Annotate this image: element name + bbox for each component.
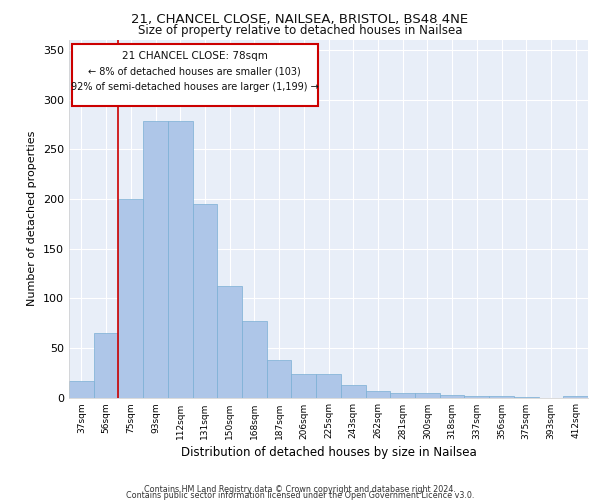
Bar — [415, 392, 440, 398]
Bar — [292, 374, 316, 398]
Bar — [563, 396, 588, 398]
Bar — [464, 396, 489, 398]
Bar — [193, 204, 217, 398]
Text: Contains HM Land Registry data © Crown copyright and database right 2024.: Contains HM Land Registry data © Crown c… — [144, 484, 456, 494]
Bar — [217, 286, 242, 398]
Text: Size of property relative to detached houses in Nailsea: Size of property relative to detached ho… — [138, 24, 462, 37]
Text: ← 8% of detached houses are smaller (103): ← 8% of detached houses are smaller (103… — [88, 67, 301, 77]
Bar — [514, 396, 539, 398]
Bar — [440, 394, 464, 398]
Bar — [118, 199, 143, 398]
Bar — [71, 44, 318, 106]
Bar — [168, 122, 193, 398]
Bar — [242, 321, 267, 398]
Text: 21, CHANCEL CLOSE, NAILSEA, BRISTOL, BS48 4NE: 21, CHANCEL CLOSE, NAILSEA, BRISTOL, BS4… — [131, 12, 469, 26]
Y-axis label: Number of detached properties: Number of detached properties — [28, 131, 37, 306]
Text: 92% of semi-detached houses are larger (1,199) →: 92% of semi-detached houses are larger (… — [71, 82, 319, 92]
Bar — [341, 384, 365, 398]
Text: Contains public sector information licensed under the Open Government Licence v3: Contains public sector information licen… — [126, 491, 474, 500]
Bar — [390, 392, 415, 398]
Bar — [94, 333, 118, 398]
Bar — [365, 390, 390, 398]
Bar — [489, 396, 514, 398]
Bar — [143, 122, 168, 398]
X-axis label: Distribution of detached houses by size in Nailsea: Distribution of detached houses by size … — [181, 446, 476, 458]
Bar — [316, 374, 341, 398]
Text: 21 CHANCEL CLOSE: 78sqm: 21 CHANCEL CLOSE: 78sqm — [122, 52, 268, 62]
Bar — [69, 380, 94, 398]
Bar — [267, 360, 292, 398]
